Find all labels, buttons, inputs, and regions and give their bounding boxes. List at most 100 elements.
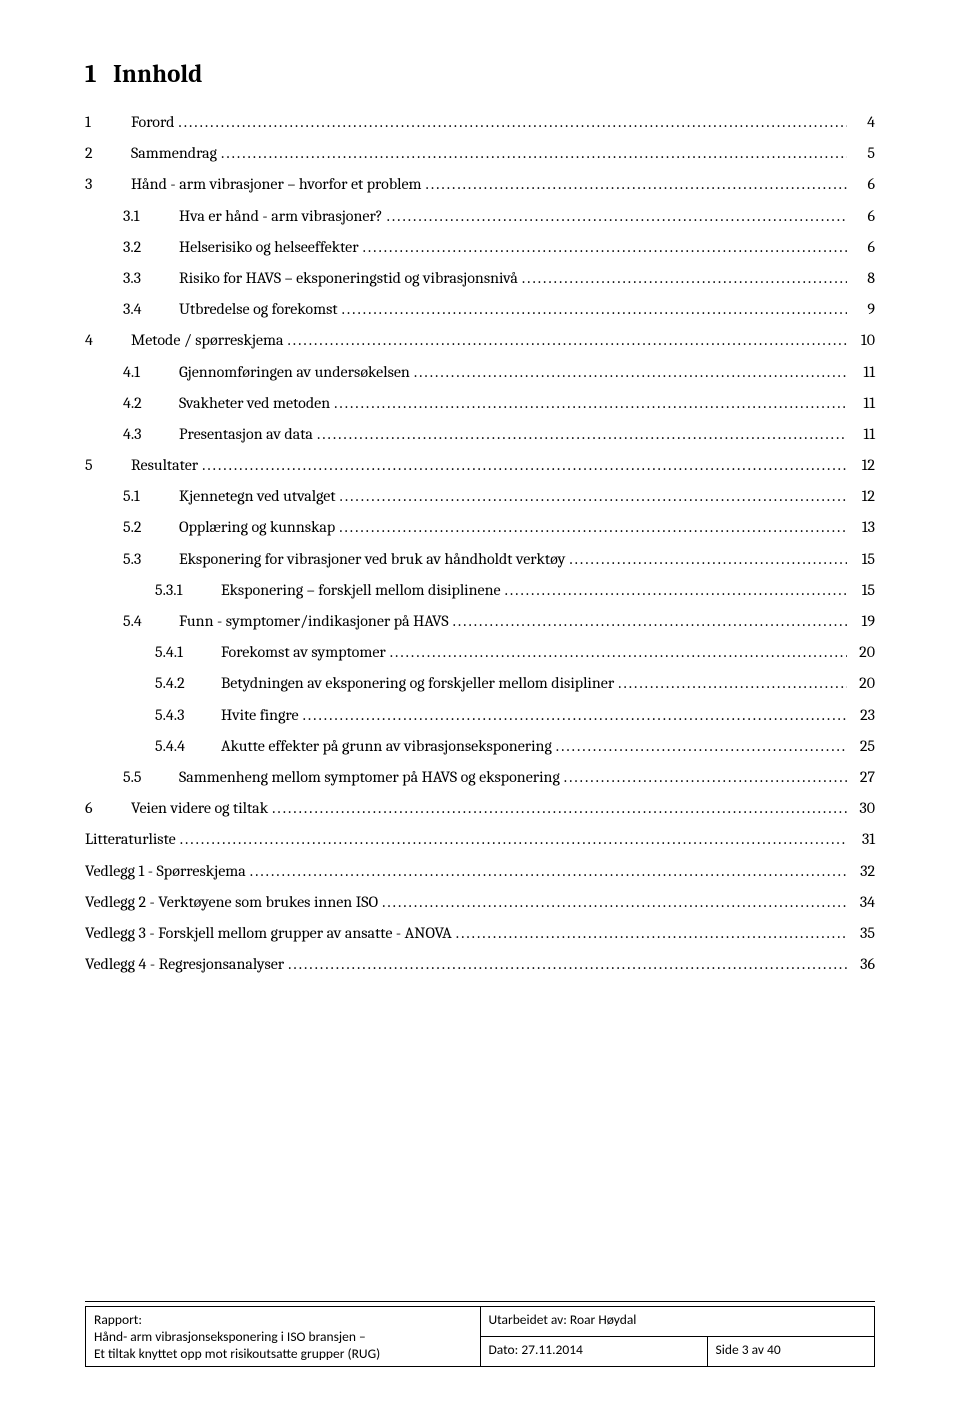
toc-entry-label: Eksponering – forskjell mellom disipline… <box>221 575 501 606</box>
toc-entry[interactable]: 5.3.1Eksponering – forskjell mellom disi… <box>85 575 875 606</box>
toc-entry[interactable]: 4.1Gjennomføringen av undersøkelsen11 <box>85 357 875 388</box>
toc-leader-dots <box>250 856 847 887</box>
toc-entry[interactable]: 5.4.2Betydningen av eksponering og forsk… <box>85 668 875 699</box>
toc-entry-label: Sammendrag <box>131 138 217 169</box>
toc-entry[interactable]: 3.1Hva er hånd - arm vibrasjoner?6 <box>85 201 875 232</box>
toc-entry-page: 10 <box>851 325 875 356</box>
toc-leader-dots <box>317 419 847 450</box>
toc-entry-page: 5 <box>851 138 875 169</box>
toc-entry-page: 35 <box>851 918 875 949</box>
toc-entry-label: Litteraturliste <box>85 824 176 855</box>
toc-entry-label: Forekomst av symptomer <box>221 637 386 668</box>
toc-entry-page: 6 <box>851 201 875 232</box>
toc-leader-dots <box>363 232 847 263</box>
toc-entry-number: 3 <box>85 169 103 200</box>
toc-title-number: 1 <box>85 60 96 89</box>
toc-entry-label: Vedlegg 4 - Regresjonsanalyser <box>85 949 284 980</box>
toc-entry-page: 12 <box>851 481 875 512</box>
toc-entry[interactable]: 5.2Opplæring og kunnskap13 <box>85 512 875 543</box>
toc-entry-label: Utbredelse og forekomst <box>179 294 338 325</box>
footer-report-title-1: Hånd- arm vibrasjonseksponering i ISO br… <box>94 1328 472 1345</box>
toc-title-text: Innhold <box>113 60 202 89</box>
toc-entry-page: 23 <box>851 700 875 731</box>
toc-entry[interactable]: 2Sammendrag5 <box>85 138 875 169</box>
toc-entry-number: 4 <box>85 325 103 356</box>
toc-leader-dots <box>505 575 847 606</box>
toc-entry[interactable]: 3.4Utbredelse og forekomst9 <box>85 294 875 325</box>
toc-entry-label: Veien videre og tiltak <box>131 793 268 824</box>
toc-entry[interactable]: Vedlegg 4 - Regresjonsanalyser36 <box>85 949 875 980</box>
toc-entry[interactable]: 3.2Helserisiko og helseeffekter6 <box>85 232 875 263</box>
toc-entry[interactable]: 4.2Svakheter ved metoden11 <box>85 388 875 419</box>
footer-rule <box>85 1301 875 1302</box>
toc-leader-dots <box>569 544 847 575</box>
toc-leader-dots <box>180 824 847 855</box>
toc-entry[interactable]: 3.3Risiko for HAVS – eksponeringstid og … <box>85 263 875 294</box>
toc-entry-number: 3.2 <box>123 232 157 263</box>
toc-entry-page: 6 <box>851 169 875 200</box>
toc-entry[interactable]: 5.4 Funn - symptomer/indikasjoner på HAVS… <box>85 606 875 637</box>
toc-entry[interactable]: 6Veien videre og tiltak30 <box>85 793 875 824</box>
toc-entry[interactable]: Vedlegg 2 - Verktøyene som brukes innen … <box>85 887 875 918</box>
toc-entry-number: 5.4.1 <box>155 637 201 668</box>
toc-entry-number: 5.4 <box>123 606 157 637</box>
toc-leader-dots <box>288 949 847 980</box>
toc-entry-label: Opplæring og kunnskap <box>179 512 335 543</box>
toc-leader-dots <box>303 700 847 731</box>
toc-entry-number: 4.2 <box>123 388 157 419</box>
toc-entry[interactable]: 5.4.4Akutte effekter på grunn av vibrasj… <box>85 731 875 762</box>
toc-leader-dots <box>340 481 847 512</box>
toc-entry-label: Vedlegg 1 - Spørreskjema <box>85 856 246 887</box>
toc-entry-label: Hvite fingre <box>221 700 299 731</box>
toc-entry-page: 4 <box>851 107 875 138</box>
toc-entry[interactable]: 5.1Kjennetegn ved utvalget12 <box>85 481 875 512</box>
toc-entry-number: 5.4.3 <box>155 700 201 731</box>
toc-entry[interactable]: 5.5Sammenheng mellom symptomer på HAVS o… <box>85 762 875 793</box>
toc-entry[interactable]: 3 Hånd - arm vibrasjoner – hvorfor et pro… <box>85 169 875 200</box>
toc-leader-dots <box>178 107 847 138</box>
toc-entry-label: Vedlegg 3 - Forskjell mellom grupper av … <box>85 918 452 949</box>
toc-entry[interactable]: 4 Metode / spørreskjema 10 <box>85 325 875 356</box>
toc-entry-number: 6 <box>85 793 103 824</box>
toc-leader-dots <box>387 201 847 232</box>
toc-leader-dots <box>221 138 847 169</box>
toc-entry[interactable]: 5.4.1 Forekomst av symptomer 20 <box>85 637 875 668</box>
footer-left-cell: Rapport: Hånd- arm vibrasjonseksponering… <box>86 1307 481 1367</box>
toc-entry-page: 15 <box>851 544 875 575</box>
toc-entry[interactable]: 1Forord4 <box>85 107 875 138</box>
toc-entry[interactable]: 5Resultater12 <box>85 450 875 481</box>
toc-entry-page: 32 <box>851 856 875 887</box>
toc-entry-number: 5.2 <box>123 512 157 543</box>
footer-page-number: Side 3 av 40 <box>716 1341 781 1358</box>
toc-entry-label: Funn - symptomer/indikasjoner på HAVS <box>179 606 449 637</box>
toc-entry[interactable]: Litteraturliste31 <box>85 824 875 855</box>
toc-entry-label: Metode / spørreskjema <box>131 325 284 356</box>
toc-entry-page: 9 <box>851 294 875 325</box>
toc-leader-dots <box>334 388 847 419</box>
toc-leader-dots <box>556 731 847 762</box>
toc-entry-page: 34 <box>851 887 875 918</box>
toc-leader-dots <box>288 325 847 356</box>
toc-leader-dots <box>414 357 847 388</box>
toc-leader-dots <box>522 263 847 294</box>
toc-leader-dots <box>382 887 847 918</box>
toc-entry-page: 12 <box>851 450 875 481</box>
toc-entry[interactable]: 5.4.3 Hvite fingre 23 <box>85 700 875 731</box>
toc-entry-label: Resultater <box>131 450 198 481</box>
toc-entry[interactable]: 5.3Eksponering for vibrasjoner ved bruk … <box>85 544 875 575</box>
toc-entry[interactable]: 4.3Presentasjon av data11 <box>85 419 875 450</box>
toc-leader-dots <box>618 668 847 699</box>
toc-entry-label: Akutte effekter på grunn av vibrasjonsek… <box>221 731 552 762</box>
toc-entry-number: 5.3 <box>123 544 157 575</box>
toc-entry[interactable]: Vedlegg 1 - Spørreskjema 32 <box>85 856 875 887</box>
toc-entry-number: 3.3 <box>123 263 157 294</box>
footer-author: Utarbeidet av: Roar Høydal <box>489 1311 637 1328</box>
toc-leader-dots <box>342 294 847 325</box>
toc-entry-label: Gjennomføringen av undersøkelsen <box>179 357 410 388</box>
footer-date: Dato: 27.11.2014 <box>489 1341 583 1358</box>
toc-entry-page: 20 <box>851 637 875 668</box>
footer-report-label: Rapport: <box>94 1311 472 1328</box>
toc-entry-page: 15 <box>851 575 875 606</box>
toc-entry-label: Hånd - arm vibrasjoner – hvorfor et prob… <box>131 169 422 200</box>
toc-entry[interactable]: Vedlegg 3 - Forskjell mellom grupper av … <box>85 918 875 949</box>
